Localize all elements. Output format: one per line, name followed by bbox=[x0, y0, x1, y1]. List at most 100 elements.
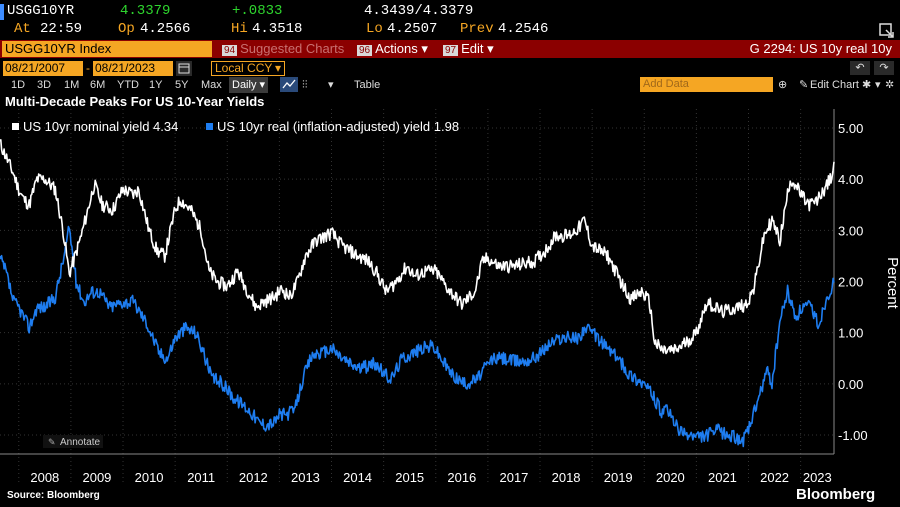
series-color-tick bbox=[0, 4, 4, 20]
command-bar: USGG10YR Index 94 Suggested Charts 96 Acti… bbox=[0, 40, 900, 58]
zoom-icon[interactable]: ⊕ bbox=[778, 79, 788, 91]
gear-icon[interactable]: ✲ bbox=[885, 79, 895, 91]
at-label: At bbox=[14, 21, 31, 37]
y-tick-label: 4.00 bbox=[838, 172, 863, 187]
calendar-icon[interactable] bbox=[176, 61, 192, 76]
actions-number: 96 bbox=[357, 45, 373, 56]
line-chart-icon[interactable] bbox=[280, 77, 298, 92]
chevron-down-icon: ▾ bbox=[259, 79, 266, 91]
start-date-field[interactable]: 08/21/2007 bbox=[3, 61, 83, 76]
series-lines bbox=[0, 139, 835, 448]
period-max[interactable]: Max bbox=[201, 79, 222, 91]
x-tick-label: 2023 bbox=[803, 470, 832, 485]
x-tick-label: 2022 bbox=[760, 470, 789, 485]
legend-swatch-nominal bbox=[12, 123, 19, 130]
annotate-button[interactable]: ✎ Annotate bbox=[43, 435, 103, 448]
quote-low: 4.2507 bbox=[387, 21, 438, 37]
y-tick-label: 1.00 bbox=[838, 326, 863, 341]
quote-last: 4.3379 bbox=[120, 3, 171, 19]
popout-icon[interactable] bbox=[878, 22, 896, 38]
low-label: Lo bbox=[366, 21, 383, 37]
y-axis-label: Percent bbox=[884, 257, 900, 310]
date-range-row: 08/21/2007 - 08/21/2023 Local CCY ▾ ↶ ↷ bbox=[0, 60, 900, 77]
y-tick-label: 2.00 bbox=[838, 275, 863, 290]
quote-prev: 4.2546 bbox=[498, 21, 549, 37]
chart-legend: US 10yr nominal yield 4.34 US 10yr real … bbox=[12, 119, 459, 134]
x-tick-label: 2014 bbox=[343, 470, 372, 485]
period-6m[interactable]: 6M bbox=[90, 79, 106, 91]
table-button[interactable]: Table bbox=[354, 79, 381, 91]
nominal-yield-line[interactable] bbox=[0, 139, 835, 355]
period-ytd[interactable]: YTD bbox=[117, 79, 139, 91]
chevron-down-icon: ▾ bbox=[274, 61, 281, 75]
x-tick-label: 2021 bbox=[708, 470, 737, 485]
quote-time: 22:59 bbox=[40, 21, 83, 37]
edit-chart-button[interactable]: Edit Chart bbox=[810, 79, 859, 91]
chevron-down-icon[interactable]: ▾ bbox=[875, 79, 881, 91]
x-tick-label: 2015 bbox=[395, 470, 424, 485]
period-toolbar: 1D 3D 1M 6M YTD 1Y 5Y Max Daily ▾ ⫶⫶ ▾ T… bbox=[0, 77, 900, 93]
suggested-charts-menu[interactable]: 94 Suggested Charts bbox=[222, 41, 344, 59]
date-separator: - bbox=[86, 61, 90, 75]
quote-header: USGG10YR 4.3379 +.0833 4.3439/4.3379 bbox=[0, 2, 900, 21]
annotate-label: Annotate bbox=[60, 437, 100, 448]
chevron-down-icon[interactable]: ▾ bbox=[328, 79, 334, 91]
actions-label: Actions bbox=[375, 41, 418, 56]
period-5y[interactable]: 5Y bbox=[175, 79, 189, 91]
x-tick-label: 2009 bbox=[82, 470, 111, 485]
edit-number: 97 bbox=[443, 45, 459, 56]
x-tick-label: 2017 bbox=[499, 470, 528, 485]
x-tick-label: 2018 bbox=[552, 470, 581, 485]
currency-value: Local CCY bbox=[215, 61, 273, 75]
frequency-value: Daily bbox=[232, 79, 257, 91]
y-tick-label: 0.00 bbox=[838, 377, 863, 392]
end-date-field[interactable]: 08/21/2023 bbox=[93, 61, 173, 76]
chart-gridlines bbox=[0, 109, 834, 484]
x-tick-label: 2011 bbox=[187, 470, 215, 485]
currency-select[interactable]: Local CCY ▾ bbox=[211, 61, 285, 76]
bar-type-icon[interactable]: ⫶⫶ bbox=[302, 79, 308, 91]
chart-title: Multi-Decade Peaks For US 10-Year Yields bbox=[5, 94, 265, 109]
quote-bid-ask: 4.3439/4.3379 bbox=[364, 3, 474, 19]
quote-high: 4.3518 bbox=[252, 21, 303, 37]
y-axis-ticks: 5.00 4.00 3.00 2.00 1.00 0.00 -1.00 bbox=[838, 121, 868, 443]
quote-change: +.0833 bbox=[232, 3, 283, 19]
pencil-icon[interactable]: ✎ bbox=[799, 79, 809, 91]
x-tick-label: 2019 bbox=[604, 470, 633, 485]
high-label: Hi bbox=[231, 21, 248, 37]
y-tick-label: 5.00 bbox=[838, 121, 863, 136]
edit-menu[interactable]: 97 Edit ▾ bbox=[443, 41, 494, 59]
y-tick-label: 3.00 bbox=[838, 223, 863, 238]
quote-open: 4.2566 bbox=[140, 21, 191, 37]
x-tick-label: 2016 bbox=[447, 470, 476, 485]
x-tick-label: 2020 bbox=[656, 470, 685, 485]
x-axis-ticks: 2008 2009 2010 2011 2012 2013 2014 2015 2016 2017… bbox=[30, 470, 831, 485]
period-1y[interactable]: 1Y bbox=[149, 79, 163, 91]
legend-nominal[interactable]: US 10yr nominal yield 4.34 bbox=[23, 119, 178, 134]
open-label: Op bbox=[118, 21, 135, 37]
edit-label: Edit bbox=[461, 41, 484, 56]
y-tick-label: -1.00 bbox=[838, 428, 868, 443]
security-field[interactable]: USGG10YR Index bbox=[2, 41, 212, 57]
quote-ticker[interactable]: USGG10YR bbox=[7, 3, 75, 19]
annotate-background bbox=[43, 435, 103, 448]
settings-icon[interactable]: ✱ bbox=[862, 79, 872, 91]
x-tick-label: 2010 bbox=[135, 470, 164, 485]
undo-button[interactable]: ↶ bbox=[850, 61, 870, 75]
x-tick-label: 2013 bbox=[291, 470, 320, 485]
period-3d[interactable]: 3D bbox=[37, 79, 52, 91]
actions-menu[interactable]: 96 Actions ▾ bbox=[357, 41, 428, 59]
period-1m[interactable]: 1M bbox=[64, 79, 80, 91]
redo-button[interactable]: ↷ bbox=[874, 61, 894, 75]
chevron-down-icon: ▾ bbox=[487, 41, 494, 56]
chevron-down-icon: ▾ bbox=[421, 41, 428, 56]
period-1d[interactable]: 1D bbox=[11, 79, 26, 91]
real-yield-line[interactable] bbox=[0, 225, 835, 448]
add-data-input[interactable]: Add Data bbox=[640, 77, 773, 92]
legend-real[interactable]: US 10yr real (inflation-adjusted) yield … bbox=[217, 119, 459, 134]
pencil-icon: ✎ bbox=[48, 437, 56, 447]
x-tick-label: 2012 bbox=[239, 470, 268, 485]
quote-stats: At 22:59 Op 4.2566 Hi 4.3518 Lo 4.2507 P… bbox=[0, 20, 900, 39]
frequency-select[interactable]: Daily ▾ bbox=[229, 77, 269, 93]
